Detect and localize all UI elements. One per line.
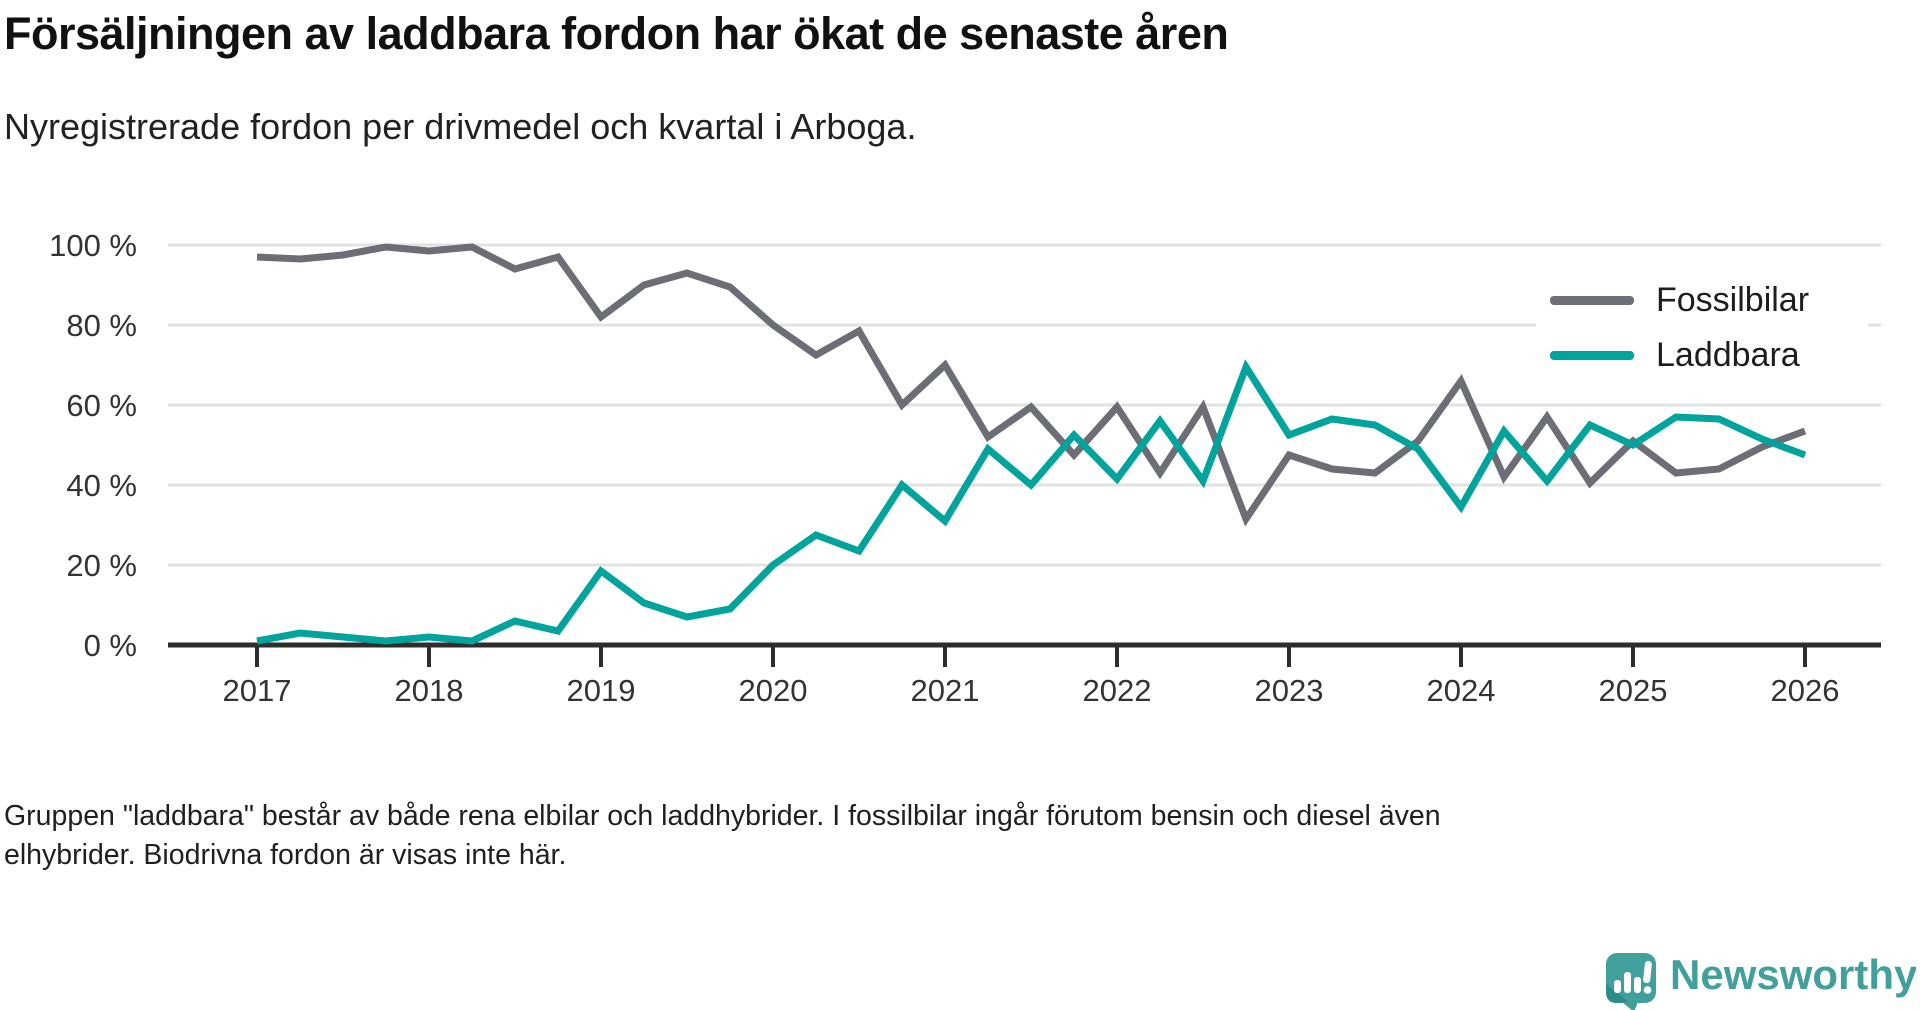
y-tick-label: 0 % xyxy=(84,628,137,663)
x-tick-label: 2017 xyxy=(223,673,292,708)
laddbara-line-swatch xyxy=(1550,351,1634,360)
newsworthy-logo: Newsworthy xyxy=(1606,951,1916,1010)
legend-item-laddbara: Laddbara xyxy=(1536,328,1868,383)
x-tick-label: 2021 xyxy=(911,673,980,708)
chart-legend: Fossilbilar Laddbara xyxy=(1536,273,1868,383)
x-tick-label: 2026 xyxy=(1771,673,1840,708)
y-tick-label: 100 % xyxy=(49,228,137,263)
newsworthy-logo-mark xyxy=(1606,953,1656,1010)
legend-item-fossilbilar: Fossilbilar xyxy=(1536,273,1868,328)
x-tick-label: 2022 xyxy=(1083,673,1152,708)
page-title: Försäljningen av laddbara fordon har öka… xyxy=(4,8,1229,59)
y-tick-label: 40 % xyxy=(66,468,137,503)
x-tick-label: 2018 xyxy=(395,673,464,708)
series-line-fossilbilar xyxy=(256,243,1807,527)
fossilbilar-line-swatch xyxy=(1550,296,1634,305)
page-subtitle: Nyregistrerade fordon per drivmedel och … xyxy=(4,106,917,147)
x-tick-label: 2020 xyxy=(739,673,808,708)
newsworthy-wordmark: Newsworthy xyxy=(1670,951,1916,998)
y-tick-label: 20 % xyxy=(66,548,137,583)
legend-label-laddbara: Laddbara xyxy=(1656,336,1800,374)
x-tick-label: 2023 xyxy=(1255,673,1324,708)
x-tick-label: 2024 xyxy=(1427,673,1496,708)
footnote: Gruppen "laddbara" består av både rena e… xyxy=(4,800,1441,872)
legend-label-fossilbilar: Fossilbilar xyxy=(1656,281,1810,319)
series-line-laddbara xyxy=(256,359,1807,645)
y-tick-label: 60 % xyxy=(66,388,137,423)
x-tick-label: 2025 xyxy=(1599,673,1668,708)
x-tick-label: 2019 xyxy=(567,673,636,708)
y-tick-label: 80 % xyxy=(66,308,137,343)
